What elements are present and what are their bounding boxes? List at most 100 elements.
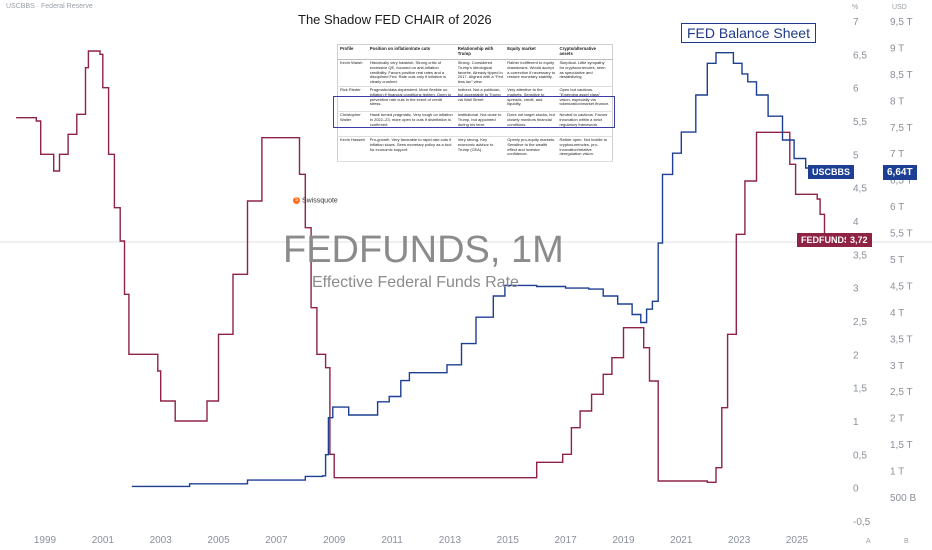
table-row: Rick Rieder Pragmatic/data-dependent. Mo… <box>337 86 613 112</box>
left-tick-label: 1,5 <box>853 384 867 395</box>
rieder-highlight-box <box>333 96 615 128</box>
fedfunds-name-badge: FEDFUNDS <box>797 232 854 247</box>
x-tick-label: 2019 <box>612 535 635 546</box>
table-cell: Indirect. Not a politician, but acceptab… <box>455 86 506 112</box>
uscbbs-line <box>131 52 826 488</box>
right-tick-label: 5 T <box>890 255 904 266</box>
right-tick-label: 1 T <box>890 467 904 478</box>
table-cell: Institutional. Not close to Trump, but a… <box>455 111 506 137</box>
table-header: Position on inflation/rate cuts <box>367 44 456 60</box>
symbol-label: USCBBS · Federal Reserve <box>6 3 93 10</box>
x-tick-label: 2013 <box>439 535 462 546</box>
table-header: Equity market <box>505 44 558 60</box>
table-row: Christopher Waller Hawk turned pragmatic… <box>337 111 613 137</box>
left-tick-label: 3,5 <box>853 250 867 261</box>
swissquote-logo: S Swissquote <box>293 197 338 204</box>
x-tick-label: 2015 <box>497 535 520 546</box>
table-cell: Open but cautious. "Emerging asset class… <box>557 86 613 112</box>
uscbbs-value-badge: 6,64T <box>883 165 917 181</box>
table-cell: Historically very hawkish. Strong critic… <box>367 59 456 87</box>
left-tick-label: 4,5 <box>853 184 867 195</box>
right-tick-label: 2,5 T <box>890 387 913 398</box>
right-tick-label: 8,5 T <box>890 70 913 81</box>
candidate-table: Profile Position on inflation/rate cuts … <box>337 44 613 162</box>
left-tick-label: 2,5 <box>853 317 867 328</box>
table-cell: Rather indifferent to equity drawdowns. … <box>505 59 558 87</box>
watermark-subtitle: Effective Federal Funds Rate <box>312 274 519 291</box>
right-tick-label: 7 T <box>890 149 904 160</box>
left-tick-label: 5 <box>853 150 859 161</box>
left-tick-label: 4 <box>853 217 859 228</box>
table-header: Relationship with Trump <box>455 44 506 60</box>
x-tick-label: 1999 <box>34 535 57 546</box>
right-tick-label: 3,5 T <box>890 334 913 345</box>
swissquote-text: Swissquote <box>302 197 338 205</box>
table-cell: Strong. Considered Trump's ideological f… <box>455 59 506 87</box>
right-tick-label: 6 T <box>890 202 904 213</box>
swissquote-icon: S <box>293 197 300 204</box>
table-cell: Neutral to cautious. Favors innovation w… <box>557 111 613 137</box>
table-cell: Very attentive to the markets. Sensitive… <box>505 86 558 112</box>
x-tick-label: 2023 <box>728 535 751 546</box>
x-tick-label: 2001 <box>92 535 115 546</box>
pct-header: % <box>852 4 859 11</box>
table-cell: Rather open. Not hostile to cryptocurren… <box>557 136 613 162</box>
table-header: Crypto/alternative assets <box>557 44 613 60</box>
chart-title: The Shadow FED CHAIR of 2026 <box>298 12 492 27</box>
table-row: Kevin Hassett Pro-growth. Very favorable… <box>337 136 613 162</box>
table-cell: Kevin Hassett <box>337 136 368 162</box>
right-tick-label: 8 T <box>890 96 904 107</box>
table-header: Profile <box>337 44 368 60</box>
fedfunds-line <box>16 50 826 483</box>
x-tick-label: 2021 <box>670 535 693 546</box>
watermark-title: FEDFUNDS, 1M <box>283 229 564 271</box>
table-cell: Pragmatic/data-dependent. More flexible … <box>367 86 456 112</box>
left-tick-label: 2 <box>853 350 859 361</box>
table-cell: Hawk turned pragmatic. Very tough on inf… <box>367 111 456 137</box>
left-tick-label: 0 <box>853 484 859 495</box>
right-tick-label: 4 T <box>890 308 904 319</box>
x-tick-label: 2003 <box>150 535 173 546</box>
uscbbs-name-badge: USCBBS <box>808 165 855 180</box>
right-tick-label: 500 B <box>890 493 916 504</box>
table-row: Kevin Warsh Historically very hawkish. S… <box>337 59 613 87</box>
x-tick-label: 2007 <box>265 535 288 546</box>
table-cell: Christopher Waller <box>337 111 368 137</box>
x-tick-label: 2009 <box>323 535 346 546</box>
right-tick-label: 3 T <box>890 361 904 372</box>
right-tick-label: 6,5 T <box>890 176 913 187</box>
table-cell: Does not target stocks, but closely moni… <box>505 111 558 137</box>
right-axis-ticks: 9,5 T 9 T 8,5 T 8 T 7,5 T 7 T 6,5 T 6 T 5,5 T 5 T… <box>890 17 916 504</box>
right-tick-label: 2 T <box>890 414 904 425</box>
right-tick-label: 1,5 T <box>890 440 913 451</box>
left-tick-label: 3 <box>853 284 859 295</box>
x-tick-label: 2011 <box>381 535 403 546</box>
corner-label-b: B <box>904 538 909 545</box>
left-tick-label: 5,5 <box>853 117 867 128</box>
corner-label-a: A <box>866 538 871 545</box>
table-cell: Very strong. Key economic advisor to Tru… <box>455 136 506 162</box>
left-tick-label: 0,5 <box>853 450 867 461</box>
left-tick-label: 7 <box>853 17 859 28</box>
left-tick-label: 6 <box>853 84 859 95</box>
table-cell: Skeptical. Little sympathy for cryptocur… <box>557 59 613 87</box>
right-tick-label: 5,5 T <box>890 229 913 240</box>
usd-header: USD <box>892 4 907 11</box>
x-tick-label: 2017 <box>554 535 577 546</box>
right-tick-label: 9,5 T <box>890 17 913 28</box>
table-cell: Rick Rieder <box>337 86 368 112</box>
table-cell: Pro-growth. Very favorable to rapid rate… <box>367 136 456 162</box>
balance-sheet-label: FED Balance Sheet <box>681 23 816 43</box>
left-tick-label: -0,5 <box>853 517 871 528</box>
left-axis-ticks: 7 6,5 6 5,5 5 4,5 4 3,5 3 2,5 2 1,5 1 0,5 0 -0,5 <box>853 17 871 528</box>
table-cell: Openly pro-equity markets. Sensitive to … <box>505 136 558 162</box>
right-tick-label: 7,5 T <box>890 123 913 134</box>
table-cell: Kevin Warsh <box>337 59 368 87</box>
right-tick-label: 4,5 T <box>890 281 913 292</box>
left-tick-label: 1 <box>853 417 859 428</box>
x-tick-label: 2025 <box>786 535 809 546</box>
x-tick-label: 2005 <box>207 535 230 546</box>
left-tick-label: 6,5 <box>853 50 867 61</box>
right-tick-label: 9 T <box>890 43 904 54</box>
